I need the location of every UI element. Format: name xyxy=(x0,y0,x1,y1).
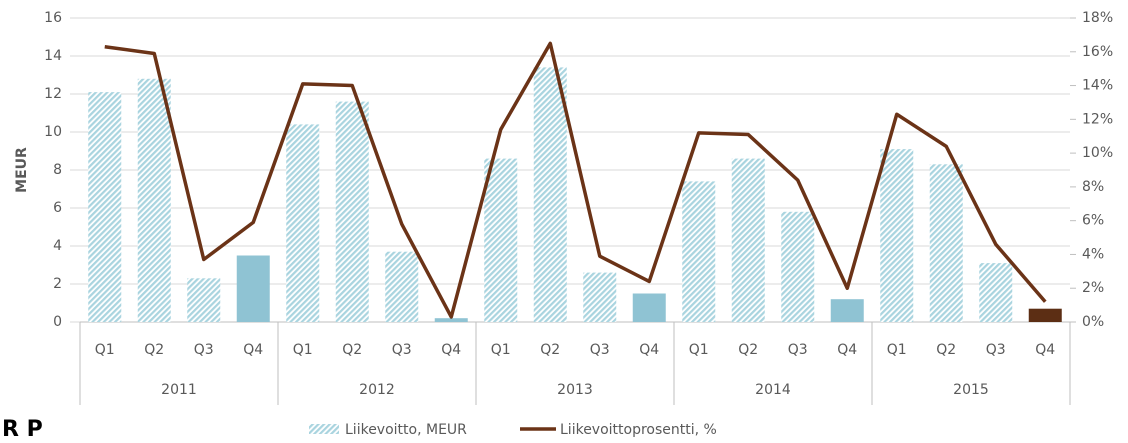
logo: R P xyxy=(2,417,43,442)
legend-label: Liikevoitto, MEUR xyxy=(345,422,467,438)
x-tick-label: Q3 xyxy=(788,342,808,358)
x-tick-label: Q1 xyxy=(689,342,709,358)
y-tick-label: 14 xyxy=(44,48,62,64)
y2-tick-label: 12% xyxy=(1082,111,1113,127)
y-tick-label: 12 xyxy=(44,86,62,102)
year-label: 2014 xyxy=(755,382,791,398)
x-tick-label: Q3 xyxy=(392,342,412,358)
y-tick-label: 8 xyxy=(53,162,62,178)
x-tick-label: Q3 xyxy=(590,342,610,358)
bar xyxy=(880,149,914,322)
y2-tick-label: 0% xyxy=(1082,314,1104,330)
x-tick-label: Q1 xyxy=(95,342,115,358)
x-tick-label: Q3 xyxy=(194,342,214,358)
bar xyxy=(335,101,369,322)
bar xyxy=(830,299,864,322)
bar xyxy=(236,255,270,322)
bar xyxy=(533,67,567,323)
bar xyxy=(632,293,666,322)
y2-tick-label: 10% xyxy=(1082,145,1113,161)
y2-tick-label: 16% xyxy=(1082,44,1113,60)
y2-tick-label: 4% xyxy=(1082,246,1104,262)
x-tick-label: Q1 xyxy=(491,342,511,358)
bar xyxy=(385,251,419,322)
x-tick-label: Q4 xyxy=(441,342,461,358)
bar xyxy=(137,78,171,322)
y-tick-label: 10 xyxy=(44,124,62,140)
x-tick-label: Q2 xyxy=(342,342,362,358)
y2-tick-label: 6% xyxy=(1082,213,1104,229)
x-tick-label: Q2 xyxy=(738,342,758,358)
bar xyxy=(286,124,320,323)
bar xyxy=(434,318,468,322)
x-tick-label: Q2 xyxy=(936,342,956,358)
x-tick-label: Q3 xyxy=(986,342,1006,358)
bar xyxy=(1028,308,1062,322)
bar xyxy=(979,263,1013,322)
y-tick-label: 16 xyxy=(44,10,62,26)
y-axis-label: MEUR xyxy=(14,147,30,193)
x-tick-label: Q2 xyxy=(144,342,164,358)
x-tick-label: Q4 xyxy=(837,342,857,358)
bar xyxy=(187,278,221,322)
bar xyxy=(583,272,617,322)
bar xyxy=(929,164,963,322)
y-tick-label: 6 xyxy=(53,200,62,216)
year-label: 2013 xyxy=(557,382,593,398)
year-label: 2011 xyxy=(161,382,197,398)
y2-tick-label: 2% xyxy=(1082,280,1104,296)
x-tick-label: Q4 xyxy=(1035,342,1055,358)
y-tick-label: 4 xyxy=(53,238,62,254)
bar xyxy=(88,92,122,322)
line xyxy=(104,41,1047,319)
legend-swatch xyxy=(309,424,339,434)
y2-tick-label: 14% xyxy=(1082,78,1113,94)
y2-tick-label: 18% xyxy=(1082,10,1113,26)
bar xyxy=(682,181,716,322)
x-tick-label: Q4 xyxy=(243,342,263,358)
x-tick-label: Q2 xyxy=(540,342,560,358)
legend-label: Liikevoittoprosentti, % xyxy=(560,422,717,438)
bar xyxy=(781,211,815,322)
bar xyxy=(731,158,765,322)
bar xyxy=(484,158,518,322)
x-tick-label: Q1 xyxy=(887,342,907,358)
x-tick-label: Q4 xyxy=(639,342,659,358)
year-label: 2015 xyxy=(953,382,989,398)
y-tick-label: 0 xyxy=(53,314,62,330)
year-label: 2012 xyxy=(359,382,395,398)
y2-tick-label: 8% xyxy=(1082,179,1104,195)
x-tick-label: Q1 xyxy=(293,342,313,358)
y-tick-label: 2 xyxy=(53,276,62,292)
